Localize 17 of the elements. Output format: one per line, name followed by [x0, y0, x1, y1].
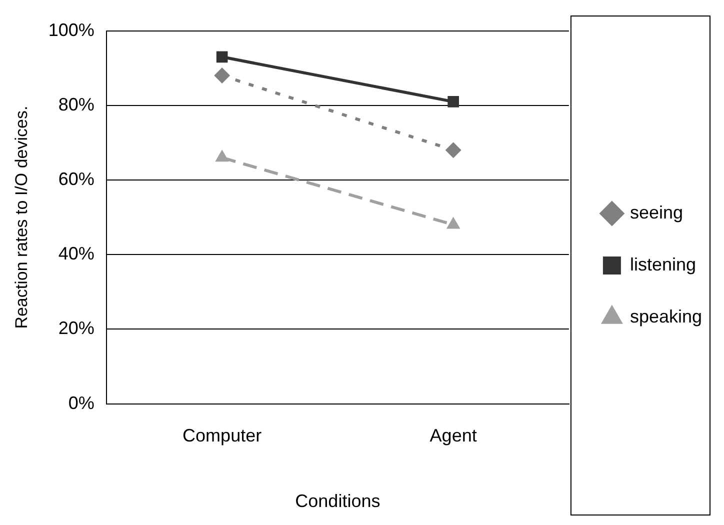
y-tick-label: 0% [68, 392, 94, 413]
legend-label: seeing [630, 202, 683, 222]
y-tick-label: 80% [58, 94, 94, 114]
y-axis-title: Reaction rates to I/O devices. [12, 106, 31, 329]
y-tick-label: 100% [48, 20, 94, 40]
x-axis-title: Conditions [295, 491, 380, 512]
x-tick-label: Agent [430, 426, 477, 446]
y-tick-label: 60% [58, 168, 94, 189]
x-tick-label: Computer [182, 426, 262, 446]
point [214, 68, 230, 84]
y-tick-label: 40% [58, 244, 94, 264]
point [448, 96, 459, 108]
point [216, 51, 228, 63]
legend-label: listening [630, 254, 696, 274]
point [445, 142, 462, 158]
y-tick-label: 20% [58, 318, 94, 338]
legend-label: speaking [630, 306, 702, 326]
